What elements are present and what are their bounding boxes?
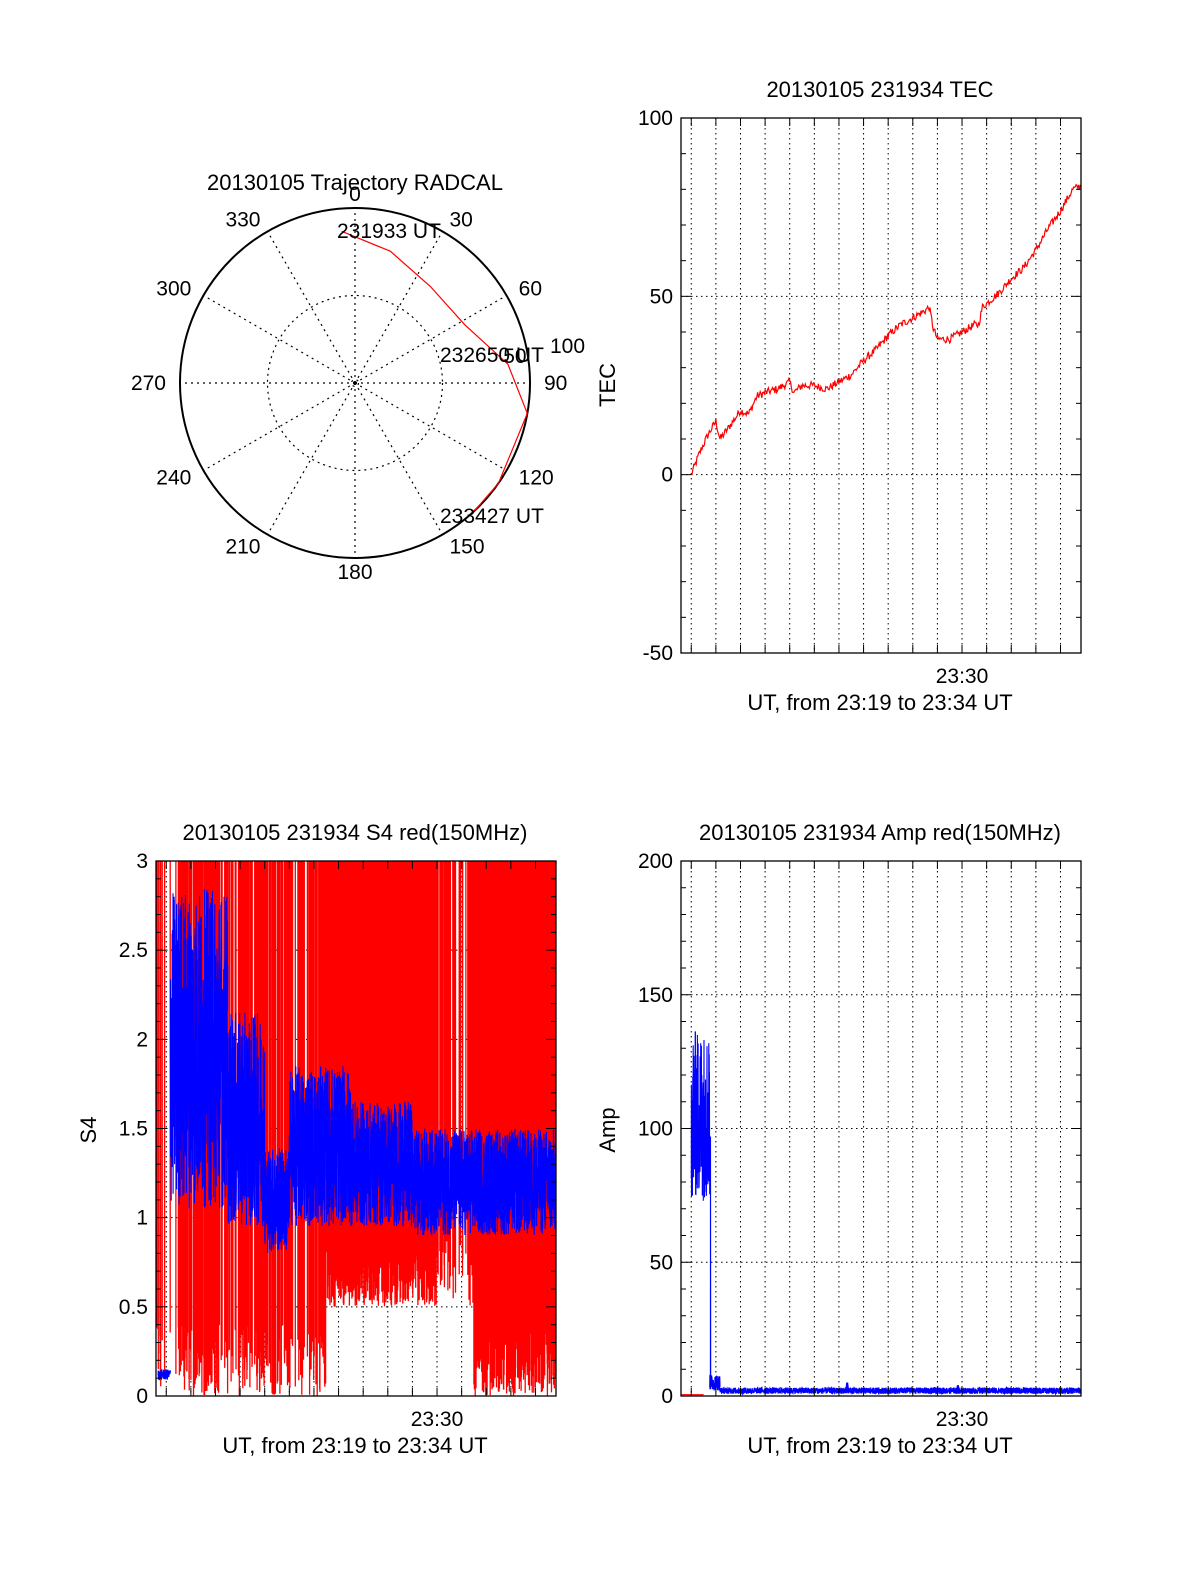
trajectory-polar-chart: 20130105 Trajectory RADCAL 0 30 60 90 120 150… [131,170,585,584]
angle-label-150: 150 [450,536,485,559]
blue-series [719,1385,1082,1396]
trajectory-annotation: 233427 UT [440,505,544,528]
y-tick-label: 0.5 [119,1296,148,1319]
grid [681,860,1081,1397]
spoke-330 [266,231,356,384]
angle-label-240: 240 [156,467,191,490]
blue-series [350,1101,413,1227]
trajectory-series [341,230,528,512]
radial-label-50: 50 [503,345,526,368]
angle-label-0: 0 [349,183,361,206]
tec-chart: -50 0 50 100 23:30 20130105 231934 TEC TEC UT, … [595,77,1082,715]
spoke-240 [203,382,356,472]
tec-y-axis-label: TEC [595,363,620,407]
y-ticks: 0 50 100 150 200 23:30 [638,850,1081,1431]
y-tick-label: 100 [638,107,673,130]
amp-bump [955,1385,961,1394]
series-group [690,183,1082,476]
tec-chart-title: 20130105 231934 TEC [766,77,993,102]
y-tick-label: 1 [136,1207,148,1230]
series-group [681,1031,1082,1396]
red-series [690,183,1082,476]
spoke-30 [354,231,444,384]
angle-label-270: 270 [131,372,166,395]
y-tick-label: 3 [136,850,148,873]
tec-x-axis-label: UT, from 23:19 to 23:34 UT [747,690,1012,715]
amp-x-axis-label: UT, from 23:19 to 23:34 UT [747,1433,1012,1458]
y-tick-label: 0 [136,1385,148,1408]
spoke-60 [354,294,507,384]
x-tick-label: 23:30 [936,665,989,688]
angle-label-330: 330 [225,208,260,231]
x-tick-label: 23:30 [936,1408,989,1431]
angle-label-300: 300 [156,278,191,301]
y-tick-label: 200 [638,850,673,873]
angle-label-120: 120 [519,467,554,490]
series-group [155,861,557,1396]
red-series [436,861,474,1306]
blue-series [288,1066,352,1227]
ring-50 [266,294,444,472]
s4-chart: 0 0.5 1 1.5 2 2.5 3 23:30 20130105 231934 S4 red… [76,820,557,1458]
amp-chart-title: 20130105 231934 Amp red(150MHz) [699,820,1061,845]
y-tick-label: 2.5 [119,939,148,962]
axes-frame [680,117,1082,654]
y-tick-label: 50 [650,1251,673,1274]
amp-y-axis-label: Amp [595,1107,620,1152]
amp-chart: 0 50 100 150 200 23:30 20130105 231934 Amp red… [595,820,1082,1458]
trajectory-chart-title: 20130105 Trajectory RADCAL [207,170,503,195]
spoke-150 [354,382,444,535]
blue-series [690,1031,711,1201]
y-tick-label: 50 [650,285,673,308]
angle-label-30: 30 [450,208,473,231]
blue-series [157,1369,171,1381]
y-ticks: 0 0.5 1 1.5 2 2.5 3 23:30 [119,850,556,1431]
y-tick-label: 100 [638,1118,673,1141]
y-tick-label: 1.5 [119,1118,148,1141]
s4-chart-title: 20130105 231934 S4 red(150MHz) [183,820,528,845]
spoke-300 [203,294,356,384]
radial-label-100: 100 [550,335,585,358]
x-tick-label: 23:30 [411,1408,464,1431]
angle-label-90: 90 [544,372,567,395]
blue-series [227,1012,266,1227]
s4-y-axis-label: S4 [76,1117,101,1144]
red-series [325,861,438,1307]
red-series [473,861,557,1396]
spoke-210 [266,382,356,535]
s4-x-axis-label: UT, from 23:19 to 23:34 UT [222,1433,487,1458]
trajectory-line [341,230,528,512]
blue-series [169,888,229,1209]
y-tick-label: 150 [638,984,673,1007]
y-tick-label: 0 [661,1385,673,1408]
trajectory-annotation: 231933 UT [337,220,441,243]
y-ticks: -50 0 50 100 23:30 [638,107,1081,688]
trajectory-angle-labels: 0 30 60 90 120 150 180 210 240 270 300 330 50 100 [131,183,585,584]
angle-label-60: 60 [519,278,542,301]
y-tick-label: 0 [661,464,673,487]
amp-bump [844,1382,850,1394]
y-tick-label: -50 [643,642,673,665]
spoke-120 [354,382,507,472]
blue-series [411,1128,557,1236]
angle-label-210: 210 [225,536,260,559]
trajectory-annotation: 232650 UT [440,344,544,367]
blue-series [709,1136,721,1391]
angle-label-180: 180 [337,561,372,584]
grid [681,117,1081,654]
blue-series [264,1147,290,1254]
y-tick-label: 2 [136,1028,148,1051]
ring-center [350,378,360,388]
trajectory-annotations: 231933 UT 232650 UT 233427 UT [337,220,544,528]
